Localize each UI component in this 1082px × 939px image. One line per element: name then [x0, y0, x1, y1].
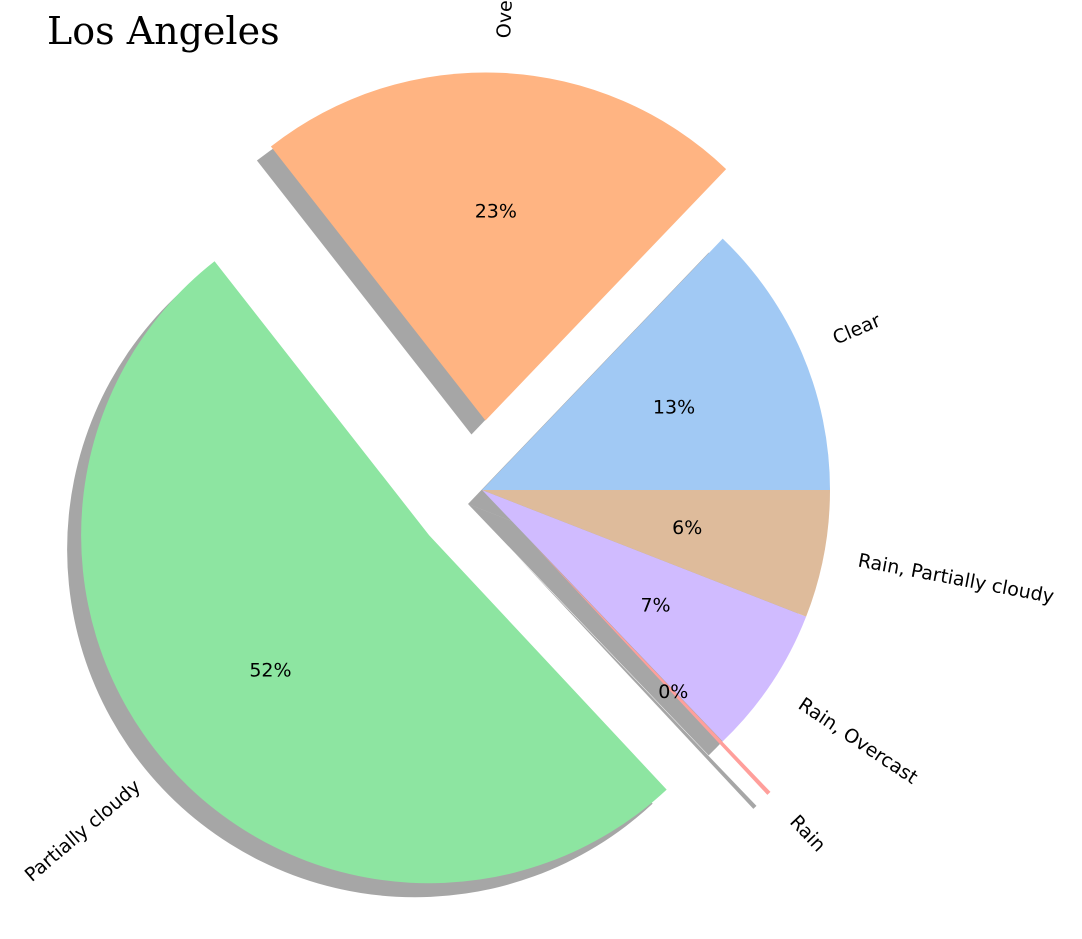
- slice-clear: [482, 238, 830, 490]
- category-label-overcast: Overcast: [493, 0, 519, 39]
- percent-label-clear: 13%: [653, 397, 695, 419]
- slice-rain-overcast: [482, 490, 807, 742]
- slice-shadow-rain: [515, 554, 757, 809]
- slice-partially-cloudy: [81, 261, 667, 884]
- percent-label-rain-overcast: 7%: [640, 595, 670, 617]
- slice-rain-partially-cloudy: [482, 490, 830, 617]
- pie-slices: [81, 72, 830, 884]
- category-label-rain: Rain: [785, 811, 830, 856]
- category-label-partially-cloudy: Partially cloudy: [21, 775, 145, 886]
- percent-label-partially-cloudy: 52%: [249, 660, 291, 682]
- percent-label-rain: 0%: [658, 681, 688, 703]
- category-label-clear: Clear: [830, 310, 885, 350]
- percent-label-overcast: 23%: [475, 200, 517, 222]
- percent-labels: 13% 23% 52% 0% 7% 6%: [249, 200, 702, 702]
- slice-rain: [529, 540, 771, 795]
- slice-overcast: [270, 72, 727, 421]
- percent-label-rain-partially-cloudy: 6%: [672, 517, 702, 539]
- category-label-rain-partially-cloudy: Rain, Partially cloudy: [856, 550, 1055, 608]
- category-label-rain-overcast: Rain, Overcast: [794, 693, 921, 788]
- chart-title: Los Angeles: [47, 9, 280, 53]
